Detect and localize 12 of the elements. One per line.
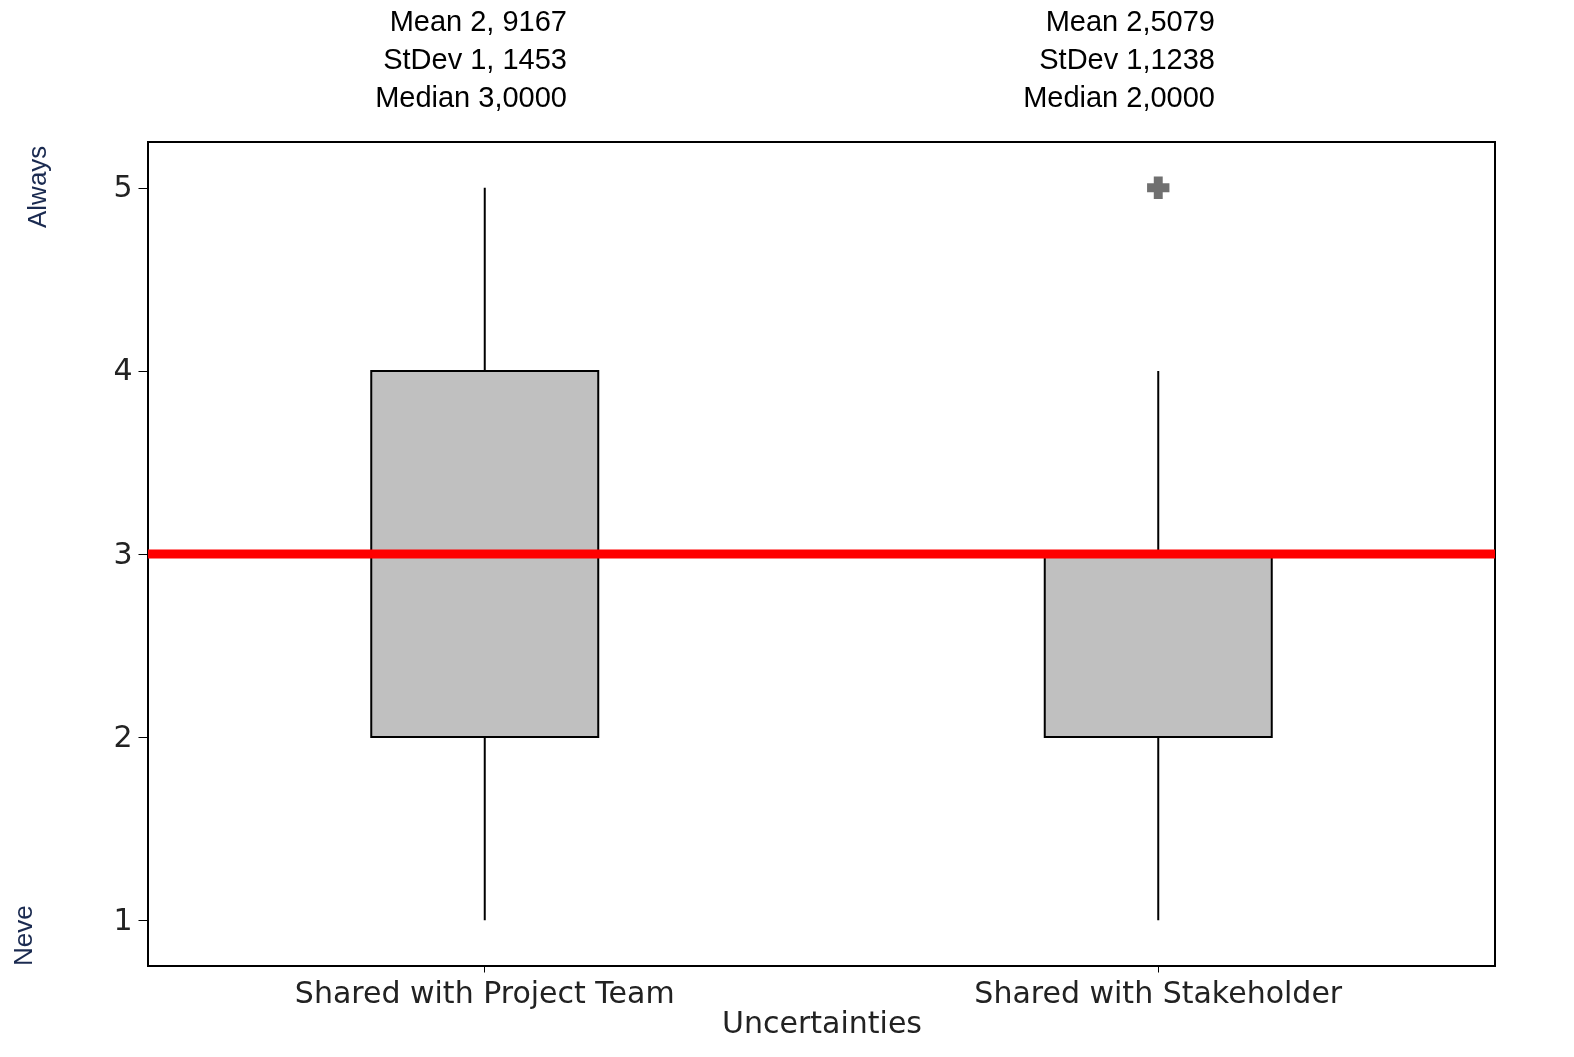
text: Always (22, 145, 53, 228)
y-tick-label: 2 (113, 718, 133, 754)
y-tick-label: 4 (113, 352, 133, 388)
text: Mean 2,5079 StDev 1,1238 Median 2,0000 (1022, 4, 1215, 115)
text: Mean 2, 9167 StDev 1, 1453 Median 3,0000 (374, 4, 567, 115)
x-tick-label: Shared with Stakeholder (974, 974, 1343, 1010)
text: Neve (8, 905, 39, 966)
y-tick-label: 1 (113, 901, 133, 937)
x-tick-label: Shared with Project Team (294, 974, 675, 1010)
y-tick-label: 5 (113, 169, 133, 205)
x-axis-title: Uncertainties (722, 1004, 922, 1040)
y-tick-label: 3 (113, 535, 133, 571)
